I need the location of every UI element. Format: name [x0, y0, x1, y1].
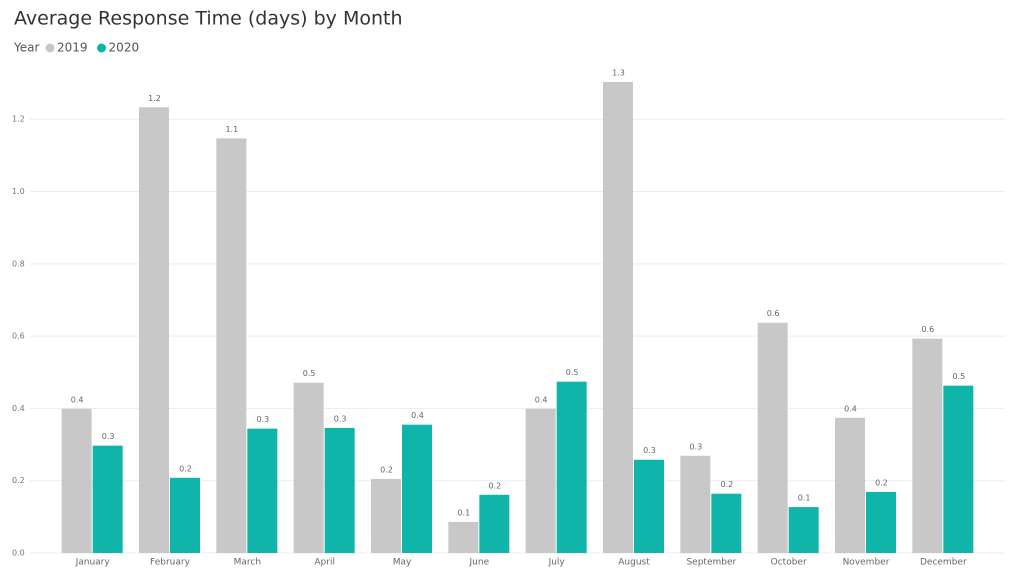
y-tick-label: 0.4	[12, 404, 25, 413]
bar	[912, 338, 943, 553]
x-tick-label: January	[75, 558, 111, 568]
data-label: 0.2	[875, 478, 888, 487]
data-label: 0.2	[720, 480, 733, 489]
legend-swatch	[45, 43, 55, 53]
data-label: 0.4	[535, 395, 548, 404]
legend-swatch	[97, 43, 107, 53]
x-tick-label: October	[771, 558, 807, 568]
x-tick-label: August	[618, 558, 650, 568]
bar	[525, 408, 556, 553]
data-label: 0.3	[102, 432, 115, 441]
bar	[216, 138, 247, 553]
data-label: 0.5	[566, 368, 579, 377]
bar	[711, 493, 742, 553]
data-label: 1.1	[225, 125, 238, 134]
data-label: 0.2	[488, 481, 501, 490]
data-label: 0.5	[952, 372, 965, 381]
legend-label: 2020	[109, 41, 140, 55]
bar	[402, 424, 432, 553]
bar	[479, 494, 510, 553]
bar	[92, 445, 123, 553]
data-label: 0.2	[380, 465, 393, 474]
legend-title: Year	[13, 41, 39, 55]
bar	[293, 382, 324, 553]
y-tick-label: 1.0	[12, 187, 25, 196]
x-tick-label: May	[393, 558, 412, 568]
data-label: 0.3	[643, 446, 656, 455]
bar	[448, 521, 479, 553]
y-tick-label: 0.6	[12, 332, 25, 341]
data-label: 0.2	[179, 464, 192, 473]
x-tick-label: April	[314, 558, 335, 568]
bar	[170, 477, 200, 553]
data-label: 0.4	[71, 395, 84, 404]
bar	[61, 408, 92, 553]
data-label: 0.3	[256, 415, 269, 424]
bar	[788, 507, 819, 553]
chart-title: Average Response Time (days) by Month	[14, 8, 403, 30]
x-tick-label: June	[469, 558, 490, 568]
y-tick-label: 0.8	[12, 259, 25, 268]
bar	[634, 459, 664, 553]
legend-label: 2019	[57, 41, 88, 55]
data-label: 0.1	[457, 508, 470, 517]
bar	[139, 107, 169, 553]
x-tick-label: December	[920, 558, 967, 568]
x-tick-label: September	[686, 558, 736, 568]
bar	[943, 385, 974, 553]
y-tick-label: 0.0	[12, 549, 25, 558]
bar	[680, 455, 711, 553]
bar	[324, 427, 355, 553]
data-label: 0.3	[689, 442, 702, 451]
data-label: 1.3	[612, 68, 625, 77]
data-label: 0.3	[334, 414, 347, 423]
data-label: 0.1	[798, 494, 811, 503]
data-label: 0.6	[767, 309, 780, 318]
x-tick-label: November	[843, 558, 890, 568]
data-label: 1.2	[148, 94, 161, 103]
y-tick-label: 0.2	[12, 476, 25, 485]
bar	[603, 81, 633, 554]
y-tick-label: 1.2	[12, 115, 25, 124]
data-label: 0.4	[411, 411, 424, 420]
x-tick-label: July	[548, 558, 566, 568]
bar	[556, 381, 587, 553]
data-label: 0.4	[844, 404, 857, 413]
x-tick-label: March	[234, 558, 261, 568]
bar	[371, 478, 401, 553]
data-label: 0.6	[921, 325, 934, 334]
bar	[247, 428, 278, 553]
data-label: 0.5	[303, 369, 316, 378]
bar	[757, 322, 788, 553]
bar	[835, 417, 865, 553]
x-tick-label: February	[150, 558, 191, 568]
bar	[866, 491, 896, 553]
